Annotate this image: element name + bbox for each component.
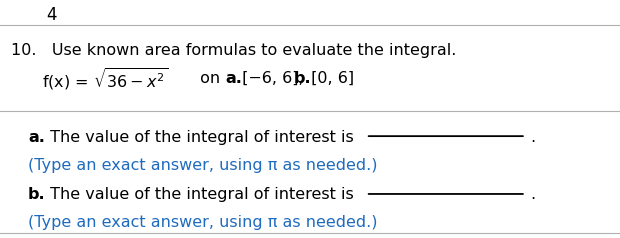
Text: (Type an exact answer, using π as needed.): (Type an exact answer, using π as needed…	[28, 215, 378, 230]
Text: 10.   Use known area formulas to evaluate the integral.: 10. Use known area formulas to evaluate …	[11, 43, 456, 58]
Text: a.: a.	[225, 71, 242, 86]
Text: The value of the integral of interest is: The value of the integral of interest is	[45, 187, 353, 202]
Text: b.: b.	[293, 71, 311, 86]
Text: The value of the integral of interest is: The value of the integral of interest is	[45, 130, 353, 145]
Text: a.: a.	[28, 130, 45, 145]
Text: b.: b.	[28, 187, 45, 202]
Text: .: .	[530, 187, 535, 202]
Text: (Type an exact answer, using π as needed.): (Type an exact answer, using π as needed…	[28, 158, 378, 173]
Text: on: on	[195, 71, 226, 86]
Text: f(x) = $\sqrt{36-x^2}$: f(x) = $\sqrt{36-x^2}$	[42, 65, 168, 92]
Text: .: .	[530, 130, 535, 145]
Text: [0, 6]: [0, 6]	[306, 71, 354, 86]
Text: 4: 4	[46, 6, 57, 24]
Text: [−6, 6],: [−6, 6],	[237, 71, 309, 86]
